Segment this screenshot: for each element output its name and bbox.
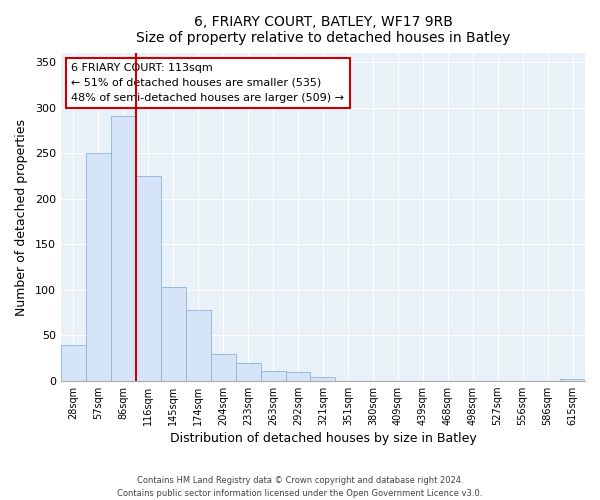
Bar — [310, 377, 335, 380]
Title: 6, FRIARY COURT, BATLEY, WF17 9RB
Size of property relative to detached houses i: 6, FRIARY COURT, BATLEY, WF17 9RB Size o… — [136, 15, 510, 45]
Bar — [236, 364, 260, 380]
Bar — [186, 310, 211, 380]
X-axis label: Distribution of detached houses by size in Batley: Distribution of detached houses by size … — [170, 432, 476, 445]
Text: 6 FRIARY COURT: 113sqm
← 51% of detached houses are smaller (535)
48% of semi-de: 6 FRIARY COURT: 113sqm ← 51% of detached… — [71, 63, 344, 102]
Bar — [286, 372, 310, 380]
Bar — [211, 354, 236, 380]
Bar — [560, 379, 585, 380]
Bar — [61, 345, 86, 380]
Y-axis label: Number of detached properties: Number of detached properties — [15, 118, 28, 316]
Text: Contains HM Land Registry data © Crown copyright and database right 2024.
Contai: Contains HM Land Registry data © Crown c… — [118, 476, 482, 498]
Bar — [86, 154, 111, 380]
Bar — [260, 370, 286, 380]
Bar — [111, 116, 136, 380]
Bar — [161, 287, 186, 380]
Bar — [136, 176, 161, 380]
